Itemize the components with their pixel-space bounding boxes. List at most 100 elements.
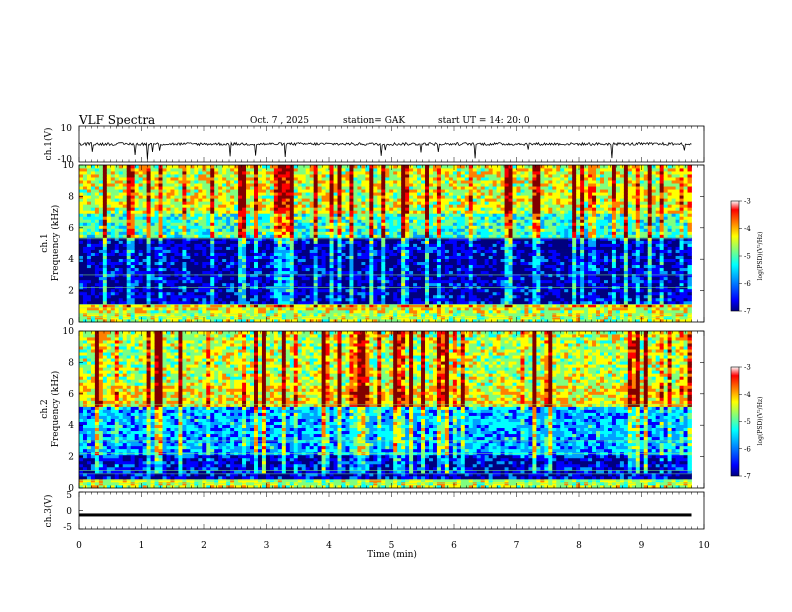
ch1-spectrogram-cell [329,207,334,211]
ch1-spectrogram-cell [333,246,338,250]
ch1-spectrogram-cell [254,237,259,241]
ch1-spectrogram-cell [421,210,426,214]
ch1-spectrogram-cell [230,315,235,320]
ch1-spectrogram-cell [401,195,406,199]
ch1-spectrogram-cell [357,294,362,299]
ch1-spectrogram-cell [230,231,235,235]
ch1-spectrogram-cell [369,291,374,296]
ch1-spectrogram-cell [158,198,163,202]
ch1-spectrogram-cell [79,207,84,211]
ch1-spectrogram-cell [277,234,283,238]
ch1-spectrogram-cell [257,249,263,253]
ch1-spectrogram-cell [289,300,295,305]
ch1-spectrogram-cell [126,168,132,172]
ch1-spectrogram-cell [289,303,295,308]
ch1-spectrogram-cell [369,216,374,220]
ch1-spectrogram-cell [417,195,422,199]
ch1-spectrogram-cell [86,207,92,211]
ch1-spectrogram-cell [98,234,104,238]
ch1-spectrogram-cell [90,216,96,220]
ch1-spectrogram-cell [329,282,334,287]
ch1-spectrogram-cell [397,312,402,317]
ch1-spectrogram-cell [190,189,195,193]
ch1-spectrogram-cell [413,174,418,178]
ch1-spectrogram-cell [432,246,438,250]
ch1-spectrogram-cell [254,246,259,250]
ch1-spectrogram-cell [289,231,295,235]
ch1-spectrogram-cell [190,246,195,250]
ch1-spectrogram-cell [178,318,183,323]
ch1-spectrogram-cell [146,276,151,281]
ch1-spectrogram-cell [94,177,100,181]
ch1-spectrogram-cell [321,225,326,229]
ch1-spectrogram-cell [134,264,140,269]
ch1-spectrogram-cell [345,273,350,278]
ch1-spectrogram-cell [417,294,422,299]
ch1-spectrogram-cell [82,282,88,287]
ch1-spectrogram-cell [218,177,223,181]
ch1-spectrogram-cell [94,198,100,202]
ch1-spectrogram-cell [79,216,84,220]
ch1-spectrogram-cell [126,291,132,296]
ch1-spectrogram-cell [178,294,183,299]
ch1-spectrogram-cell [317,288,323,293]
ch1-spectrogram-cell [417,192,422,196]
ch1-spectrogram-cell [94,201,100,205]
ch1-spectrogram-cell [162,198,167,202]
ch1-spectrogram-cell [246,192,251,196]
ch1-spectrogram-cell [436,306,442,311]
ch1-spectrogram-cell [82,219,88,223]
ch1-spectrogram-cell [444,255,450,259]
ch1-spectrogram-cell [174,237,179,241]
ch1-spectrogram-cell [265,276,271,281]
ch1-spectrogram-cell [178,177,183,181]
ch1-spectrogram-cell [373,204,378,208]
ch1-spectrogram-cell [373,210,378,214]
ch1-spectrogram-cell [393,216,398,220]
ch1-spectrogram-cell [361,222,366,226]
ch1-spectrogram-cell [150,231,155,235]
ch1-spectrogram-cell [281,315,287,320]
ch1-spectrogram-cell [440,177,446,181]
ch1-spectrogram-cell [90,282,96,287]
ch1-spectrogram-cell [182,186,187,190]
ch1-spectrogram-cell [114,309,120,314]
ch1-spectrogram-cell [162,195,167,199]
ch1-spectrogram-cell [194,297,199,302]
ch1-spectrogram-cell [385,201,390,205]
ch1-spectrogram-cell [436,255,442,259]
ch1-spectrogram-cell [154,243,159,247]
ch1-spectrogram-cell [118,261,124,266]
ch1-spectrogram-cell [325,201,330,205]
ch1-spectrogram-cell [174,264,179,269]
ch1-spectrogram-cell [90,165,96,169]
ch1-spectrogram-cell [277,168,283,172]
ch1-spectrogram-cell [389,264,394,269]
ch1-spectrogram-cell [194,228,199,232]
ch1-spectrogram-cell [293,300,299,305]
ch1-spectrogram-cell [79,273,84,278]
ch1-spectrogram-cell [190,165,195,169]
ch1-spectrogram-cell [82,279,88,284]
ch1-spectrogram-cell [293,198,299,202]
ch1-spectrogram-cell [186,171,191,175]
ch1-spectrogram-cell [90,237,96,241]
ch1-spectrogram-cell [413,279,418,284]
ch1-spectrogram-cell [206,195,211,199]
ch1-spectrogram-cell [269,219,275,223]
ch1-spectrogram-cell [194,210,199,214]
ch1-spectrogram-cell [166,315,171,320]
ch1-spectrogram-cell [325,309,330,314]
ch1-spectrogram-cell [448,171,454,175]
ch1-spectrogram-cell [353,303,358,308]
ch1-spectrogram-cell [357,240,362,244]
ch1-spectrogram-cell [436,216,442,220]
ch1-spectrogram-cell [154,288,159,293]
ch1-spectrogram-cell [432,177,438,181]
ch1-spectrogram-cell [381,225,386,229]
ch1-spectrogram-cell [432,294,438,299]
ch1-spectrogram-cell [421,249,426,253]
ch1-spectrogram-cell [413,273,418,278]
ch1-spectrogram-cell [381,240,386,244]
ch1-spectrogram-cell [86,258,92,263]
